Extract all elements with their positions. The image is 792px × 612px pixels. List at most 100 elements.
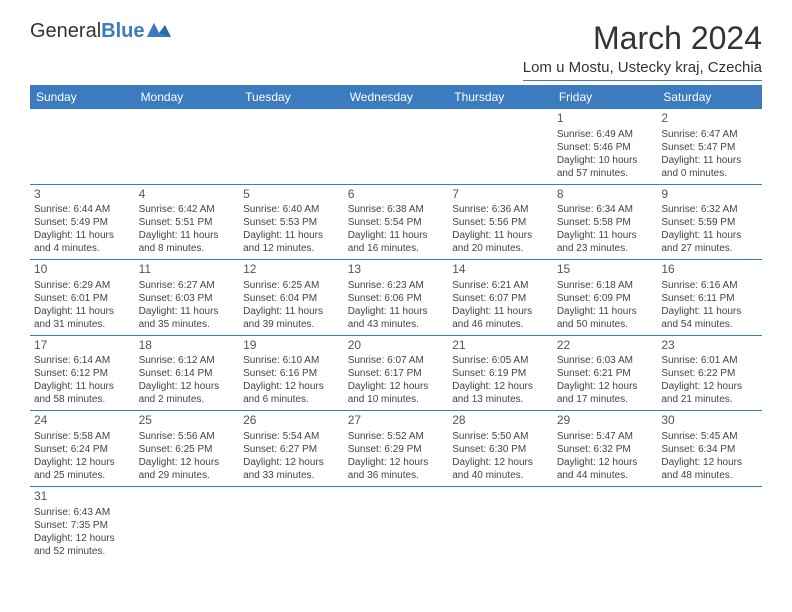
day-number: 17 [34,338,131,354]
day-header: Wednesday [344,85,449,109]
calendar-day: 14Sunrise: 6:21 AMSunset: 6:07 PMDayligh… [448,260,553,336]
day-number: 23 [661,338,758,354]
day-header: Sunday [30,85,135,109]
calendar-day: 20Sunrise: 6:07 AMSunset: 6:17 PMDayligh… [344,335,449,411]
day-header: Monday [135,85,240,109]
calendar-day: 17Sunrise: 6:14 AMSunset: 6:12 PMDayligh… [30,335,135,411]
calendar-body: 1Sunrise: 6:49 AMSunset: 5:46 PM Daylight… [30,109,762,562]
daylight-text: Daylight: 11 hours and 0 minutes. [661,154,758,180]
sunset-text: Sunset: 5:59 PM [661,216,758,229]
calendar-day: 3Sunrise: 6:44 AMSunset: 5:49 PMDaylight… [30,184,135,260]
calendar-day: 15Sunrise: 6:18 AMSunset: 6:09 PMDayligh… [553,260,658,336]
calendar-empty [448,486,553,561]
day-number: 12 [243,262,340,278]
daylight-text: Daylight: 12 hours and 33 minutes. [243,456,340,482]
sunset-text: Sunset: 6:04 PM [243,292,340,305]
sunrise-text: Sunrise: 6:34 AM [557,203,654,216]
sunset-text: Sunset: 5:46 PM [557,141,654,154]
day-number: 30 [661,413,758,429]
sunset-text: Sunset: 5:51 PM [139,216,236,229]
sunrise-text: Sunrise: 6:23 AM [348,279,445,292]
sunrise-text: Sunrise: 6:14 AM [34,354,131,367]
sunrise-text: Sunrise: 5:56 AM [139,430,236,443]
sunrise-text: Sunrise: 6:42 AM [139,203,236,216]
sunset-text: Sunset: 6:25 PM [139,443,236,456]
sunset-text: Sunset: 6:32 PM [557,443,654,456]
daylight-text: Daylight: 12 hours and 40 minutes. [452,456,549,482]
calendar-day: 6Sunrise: 6:38 AMSunset: 5:54 PMDaylight… [344,184,449,260]
calendar-empty [135,109,240,184]
sunrise-text: Sunrise: 6:47 AM [661,128,758,141]
calendar-week: 1Sunrise: 6:49 AMSunset: 5:46 PM Daylight… [30,109,762,184]
sunrise-text: Sunrise: 6:27 AM [139,279,236,292]
sunrise-text: Sunrise: 6:49 AM [557,128,654,141]
day-header: Tuesday [239,85,344,109]
calendar-day: 9Sunrise: 6:32 AMSunset: 5:59 PMDaylight… [657,184,762,260]
day-number: 9 [661,187,758,203]
day-number: 25 [139,413,236,429]
daylight-text: Daylight: 12 hours and 17 minutes. [557,380,654,406]
calendar-empty [553,486,658,561]
day-number: 10 [34,262,131,278]
daylight-text: Daylight: 12 hours and 44 minutes. [557,456,654,482]
daylight-text: Daylight: 11 hours and 50 minutes. [557,305,654,331]
calendar-day: 4Sunrise: 6:42 AMSunset: 5:51 PMDaylight… [135,184,240,260]
sunset-text: Sunset: 6:29 PM [348,443,445,456]
daylight-text: Daylight: 11 hours and 43 minutes. [348,305,445,331]
calendar-day: 1Sunrise: 6:49 AMSunset: 5:46 PMDaylight… [553,109,658,184]
day-number: 20 [348,338,445,354]
calendar-day: 30Sunrise: 5:45 AMSunset: 6:34 PMDayligh… [657,411,762,487]
sunrise-text: Sunrise: 5:47 AM [557,430,654,443]
calendar-day: 29Sunrise: 5:47 AMSunset: 6:32 PMDayligh… [553,411,658,487]
calendar-empty [344,486,449,561]
day-header: Friday [553,85,658,109]
sunrise-text: Sunrise: 6:40 AM [243,203,340,216]
calendar-day: 2Sunrise: 6:47 AMSunset: 5:47 PMDaylight… [657,109,762,184]
sunset-text: Sunset: 5:56 PM [452,216,549,229]
sunrise-text: Sunrise: 6:43 AM [34,506,131,519]
calendar-day: 31Sunrise: 6:43 AMSunset: 7:35 PMDayligh… [30,486,135,561]
daylight-text: Daylight: 12 hours and 48 minutes. [661,456,758,482]
daylight-text: Daylight: 11 hours and 20 minutes. [452,229,549,255]
sunset-text: Sunset: 5:53 PM [243,216,340,229]
calendar-day: 25Sunrise: 5:56 AMSunset: 6:25 PMDayligh… [135,411,240,487]
sunset-text: Sunset: 6:12 PM [34,367,131,380]
daylight-text: Daylight: 11 hours and 35 minutes. [139,305,236,331]
day-number: 1 [557,111,654,127]
daylight-text: Daylight: 12 hours and 25 minutes. [34,456,131,482]
day-header-row: SundayMondayTuesdayWednesdayThursdayFrid… [30,85,762,109]
location-subtitle: Lom u Mostu, Ustecky kraj, Czechia [523,59,762,81]
sunset-text: Sunset: 6:06 PM [348,292,445,305]
day-number: 26 [243,413,340,429]
calendar-week: 31Sunrise: 6:43 AMSunset: 7:35 PMDayligh… [30,486,762,561]
day-number: 13 [348,262,445,278]
daylight-text: Daylight: 11 hours and 23 minutes. [557,229,654,255]
calendar-empty [448,109,553,184]
sunrise-text: Sunrise: 5:52 AM [348,430,445,443]
sunrise-text: Sunrise: 6:25 AM [243,279,340,292]
day-number: 31 [34,489,131,505]
day-header: Thursday [448,85,553,109]
day-number: 18 [139,338,236,354]
page-header: GeneralBlue March 2024 Lom u Mostu, Uste… [30,20,762,81]
daylight-text: Daylight: 12 hours and 29 minutes. [139,456,236,482]
sunset-text: Sunset: 5:49 PM [34,216,131,229]
calendar-day: 23Sunrise: 6:01 AMSunset: 6:22 PMDayligh… [657,335,762,411]
day-number: 28 [452,413,549,429]
sunset-text: Sunset: 6:17 PM [348,367,445,380]
logo: GeneralBlue [30,20,171,43]
calendar-day: 27Sunrise: 5:52 AMSunset: 6:29 PMDayligh… [344,411,449,487]
day-number: 24 [34,413,131,429]
sunrise-text: Sunrise: 6:38 AM [348,203,445,216]
sunrise-text: Sunrise: 6:32 AM [661,203,758,216]
calendar-day: 7Sunrise: 6:36 AMSunset: 5:56 PMDaylight… [448,184,553,260]
sunset-text: Sunset: 5:54 PM [348,216,445,229]
sunrise-text: Sunrise: 6:05 AM [452,354,549,367]
daylight-text: Daylight: 11 hours and 39 minutes. [243,305,340,331]
daylight-text: Daylight: 12 hours and 36 minutes. [348,456,445,482]
sunset-text: Sunset: 6:19 PM [452,367,549,380]
sunset-text: Sunset: 6:03 PM [139,292,236,305]
calendar-day: 12Sunrise: 6:25 AMSunset: 6:04 PMDayligh… [239,260,344,336]
sunrise-text: Sunrise: 5:58 AM [34,430,131,443]
sunrise-text: Sunrise: 6:21 AM [452,279,549,292]
